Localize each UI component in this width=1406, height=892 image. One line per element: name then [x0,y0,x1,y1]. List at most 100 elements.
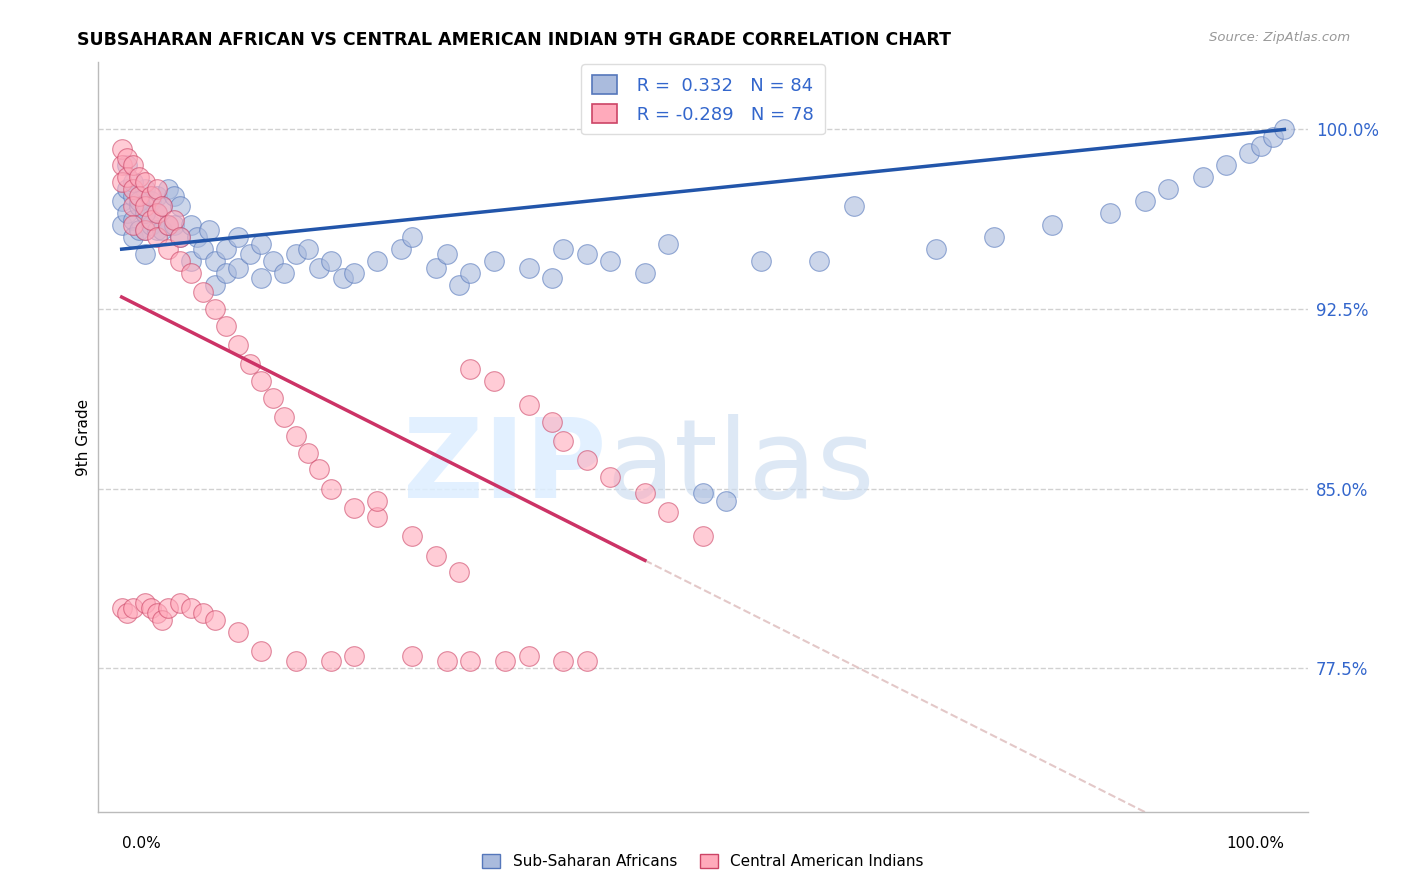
Point [983,230,1005,244]
Point [343,500,366,515]
Point [169,230,191,244]
Point [134,175,156,189]
Point [749,254,772,268]
Point [924,242,946,256]
Legend:  R =  0.332   N = 84,  R = -0.289   N = 78: R = 0.332 N = 84, R = -0.289 N = 78 [581,64,825,135]
Point [111,194,134,209]
Point [169,230,191,244]
Point [134,223,156,237]
Point [163,189,186,203]
Point [575,654,598,668]
Point [285,247,308,261]
Point [117,206,139,220]
Point [122,175,145,189]
Point [226,338,249,352]
Point [575,452,598,467]
Point [460,362,482,376]
Point [447,278,470,293]
Point [575,247,598,261]
Point [191,606,214,620]
Point [332,271,354,285]
Point [145,189,167,203]
Point [145,206,167,220]
Point [297,445,319,459]
Text: 100.0%: 100.0% [1226,836,1284,851]
Point [145,182,167,196]
Point [122,601,145,615]
Point [134,247,156,261]
Point [117,182,139,196]
Point [319,654,342,668]
Point [111,142,134,156]
Point [366,254,388,268]
Point [157,218,180,232]
Point [145,606,167,620]
Point [1157,182,1180,196]
Point [111,175,134,189]
Point [191,285,214,300]
Point [226,625,249,640]
Point [169,254,191,268]
Point [180,218,202,232]
Point [134,597,156,611]
Point [808,254,831,268]
Point [128,199,150,213]
Point [128,189,150,203]
Point [692,529,714,543]
Point [285,654,308,668]
Point [122,189,145,203]
Point [1215,158,1237,172]
Point [401,230,423,244]
Point [634,266,657,280]
Text: ZIP: ZIP [404,414,606,521]
Point [599,469,621,483]
Point [401,649,423,664]
Point [157,218,180,232]
Point [1250,139,1272,153]
Point [180,601,202,615]
Point [634,486,657,500]
Point [122,213,145,227]
Point [250,271,273,285]
Point [122,199,145,213]
Point [460,654,482,668]
Point [1192,170,1215,185]
Point [239,357,262,371]
Point [1133,194,1156,209]
Point [447,566,470,580]
Point [186,230,208,244]
Point [139,194,162,209]
Point [111,601,134,615]
Point [540,415,562,429]
Point [145,223,167,237]
Text: 0.0%: 0.0% [122,836,160,851]
Point [1040,218,1063,232]
Point [139,213,162,227]
Point [128,223,150,237]
Point [150,199,173,213]
Point [226,261,249,276]
Point [134,206,156,220]
Legend: Sub-Saharan Africans, Central American Indians: Sub-Saharan Africans, Central American I… [477,848,929,875]
Point [122,182,145,196]
Point [134,206,156,220]
Y-axis label: 9th Grade: 9th Grade [76,399,91,475]
Point [1272,122,1295,136]
Point [250,374,273,388]
Point [117,158,139,172]
Point [716,493,738,508]
Point [308,462,330,476]
Point [215,318,238,333]
Point [436,247,458,261]
Point [157,601,180,615]
Point [250,237,273,252]
Point [366,493,388,508]
Point [150,223,173,237]
Point [157,242,180,256]
Point [145,206,167,220]
Point [540,271,562,285]
Point [163,213,186,227]
Point [134,199,156,213]
Point [553,242,575,256]
Point [273,266,295,280]
